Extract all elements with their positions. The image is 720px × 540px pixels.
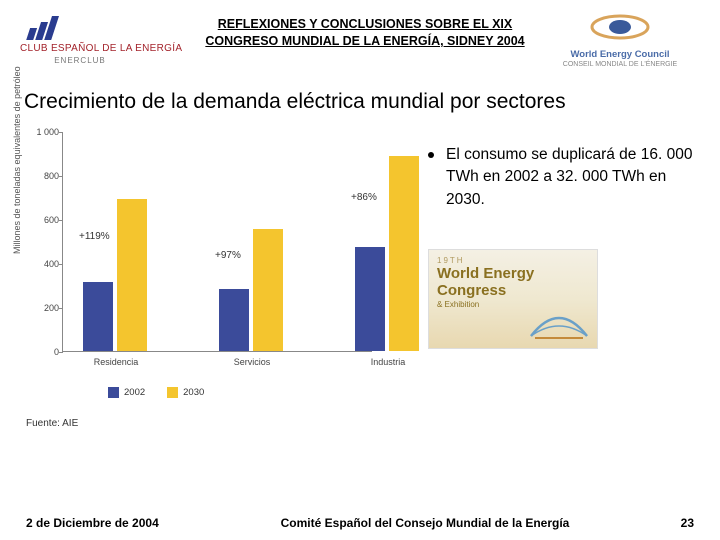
club-sub: ENERCLUB bbox=[20, 56, 140, 65]
ytick-label: 400 bbox=[29, 259, 59, 269]
bar-chart: Millones de toneladas equivalentes de pe… bbox=[18, 124, 398, 404]
congress-year: 19TH bbox=[437, 256, 589, 265]
growth-label: +119% bbox=[79, 231, 110, 242]
bar-2002-Residencia bbox=[83, 282, 113, 351]
bullet-dot-icon bbox=[428, 152, 434, 158]
chart-source: Fuente: AIE bbox=[26, 418, 418, 429]
footer-date: 2 de Diciembre de 2004 bbox=[26, 516, 196, 530]
xlabel: Residencia bbox=[94, 357, 139, 367]
bar-2030-Residencia bbox=[117, 199, 147, 351]
footer-center: Comité Español del Consejo Mundial de la… bbox=[196, 516, 654, 530]
wec-sub: CONSEIL MONDIAL DE L'ÉNERGIE bbox=[540, 61, 700, 68]
ytick-label: 0 bbox=[29, 347, 59, 357]
chart-area: Millones de toneladas equivalentes de pe… bbox=[18, 124, 418, 429]
bar-2030-Industria bbox=[389, 156, 419, 351]
bullet-text: El consumo se duplicará de 16. 000 TWh e… bbox=[446, 144, 696, 211]
slide-footer: 2 de Diciembre de 2004 Comité Español de… bbox=[0, 516, 720, 530]
bridge-icon bbox=[529, 306, 589, 340]
header-title: REFLEXIONES Y CONCLUSIONES SOBRE EL XIX … bbox=[190, 10, 540, 50]
wec-logo: World Energy Council CONSEIL MONDIAL DE … bbox=[540, 10, 700, 68]
slide-header: CLUB ESPAÑOL DE LA ENERGÍA ENERCLUB REFL… bbox=[0, 0, 720, 72]
y-axis-label: Millones de toneladas equivalentes de pe… bbox=[12, 66, 22, 254]
legend-item-2002: 2002 bbox=[108, 387, 145, 398]
ytick-label: 800 bbox=[29, 171, 59, 181]
slide-title: Crecimiento de la demanda eléctrica mund… bbox=[0, 72, 720, 124]
chart-plot: 02004006008001 000Residencia+119%Servici… bbox=[62, 132, 372, 352]
content-row: Millones de toneladas equivalentes de pe… bbox=[0, 124, 720, 429]
ytick-label: 200 bbox=[29, 303, 59, 313]
wec-name: World Energy Council bbox=[540, 49, 700, 60]
ytick-label: 600 bbox=[29, 215, 59, 225]
congress-line1b: Congress bbox=[437, 283, 589, 299]
growth-label: +86% bbox=[351, 192, 377, 203]
ytick-label: 1 000 bbox=[29, 127, 59, 137]
bullet-item: El consumo se duplicará de 16. 000 TWh e… bbox=[428, 144, 696, 211]
congress-line1a: World Energy bbox=[437, 266, 589, 282]
energy-bars-icon bbox=[20, 16, 66, 40]
growth-label: +97% bbox=[215, 250, 241, 261]
chart-legend: 2002 2030 bbox=[108, 387, 204, 398]
wec-ellipse-icon bbox=[585, 12, 655, 42]
club-espanol-logo: CLUB ESPAÑOL DE LA ENERGÍA ENERCLUB bbox=[20, 10, 190, 65]
xlabel: Industria bbox=[371, 357, 406, 367]
legend-item-2030: 2030 bbox=[167, 387, 204, 398]
bar-2002-Servicios bbox=[219, 289, 249, 351]
legend-swatch-2030 bbox=[167, 387, 178, 398]
congress-logo: 19TH World Energy Congress & Exhibition bbox=[428, 249, 598, 349]
footer-page: 23 bbox=[654, 516, 694, 530]
xlabel: Servicios bbox=[234, 357, 271, 367]
bullet-area: El consumo se duplicará de 16. 000 TWh e… bbox=[418, 124, 702, 429]
bar-2030-Servicios bbox=[253, 229, 283, 351]
bar-2002-Industria bbox=[355, 247, 385, 352]
legend-swatch-2002 bbox=[108, 387, 119, 398]
club-name: CLUB ESPAÑOL DE LA ENERGÍA bbox=[20, 43, 190, 54]
